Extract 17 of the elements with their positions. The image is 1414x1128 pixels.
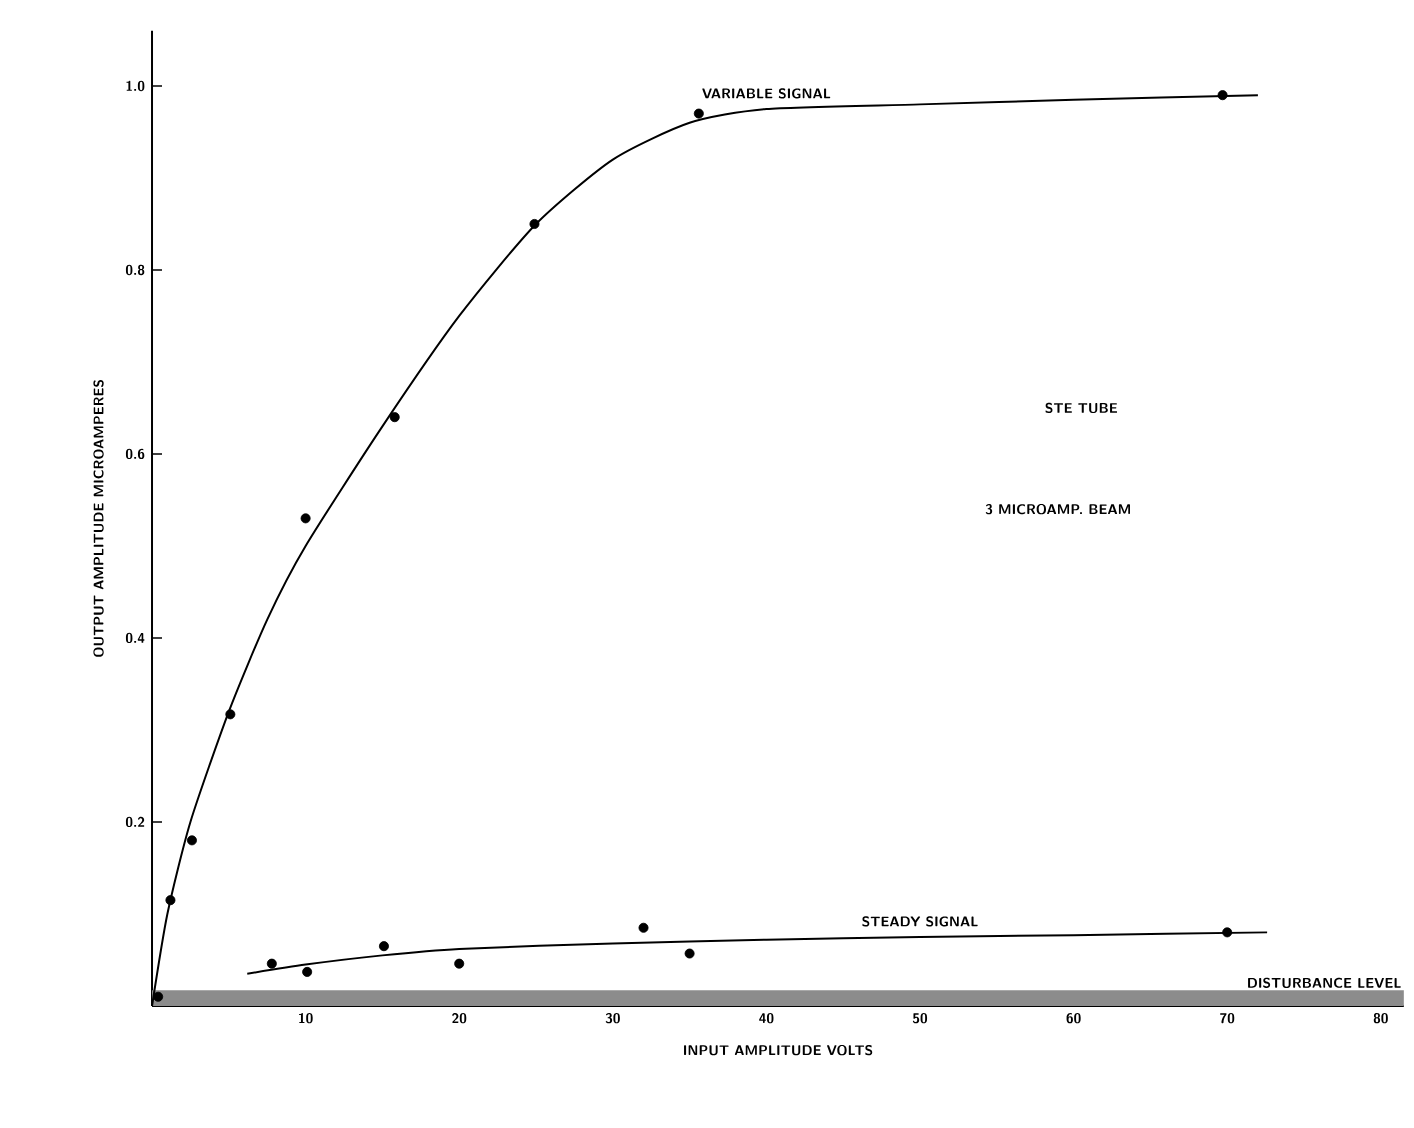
point <box>529 218 540 229</box>
point <box>186 835 197 846</box>
point <box>1217 90 1228 101</box>
line-series <box>246 931 1269 975</box>
point <box>378 941 389 952</box>
point <box>684 948 695 959</box>
point <box>225 709 236 720</box>
point <box>300 513 311 524</box>
point <box>165 895 176 906</box>
point <box>302 966 313 977</box>
point <box>389 412 400 423</box>
point <box>454 958 465 969</box>
point <box>638 922 649 933</box>
point <box>153 991 164 1002</box>
point <box>1222 927 1233 938</box>
point <box>693 108 704 119</box>
point <box>266 958 277 969</box>
